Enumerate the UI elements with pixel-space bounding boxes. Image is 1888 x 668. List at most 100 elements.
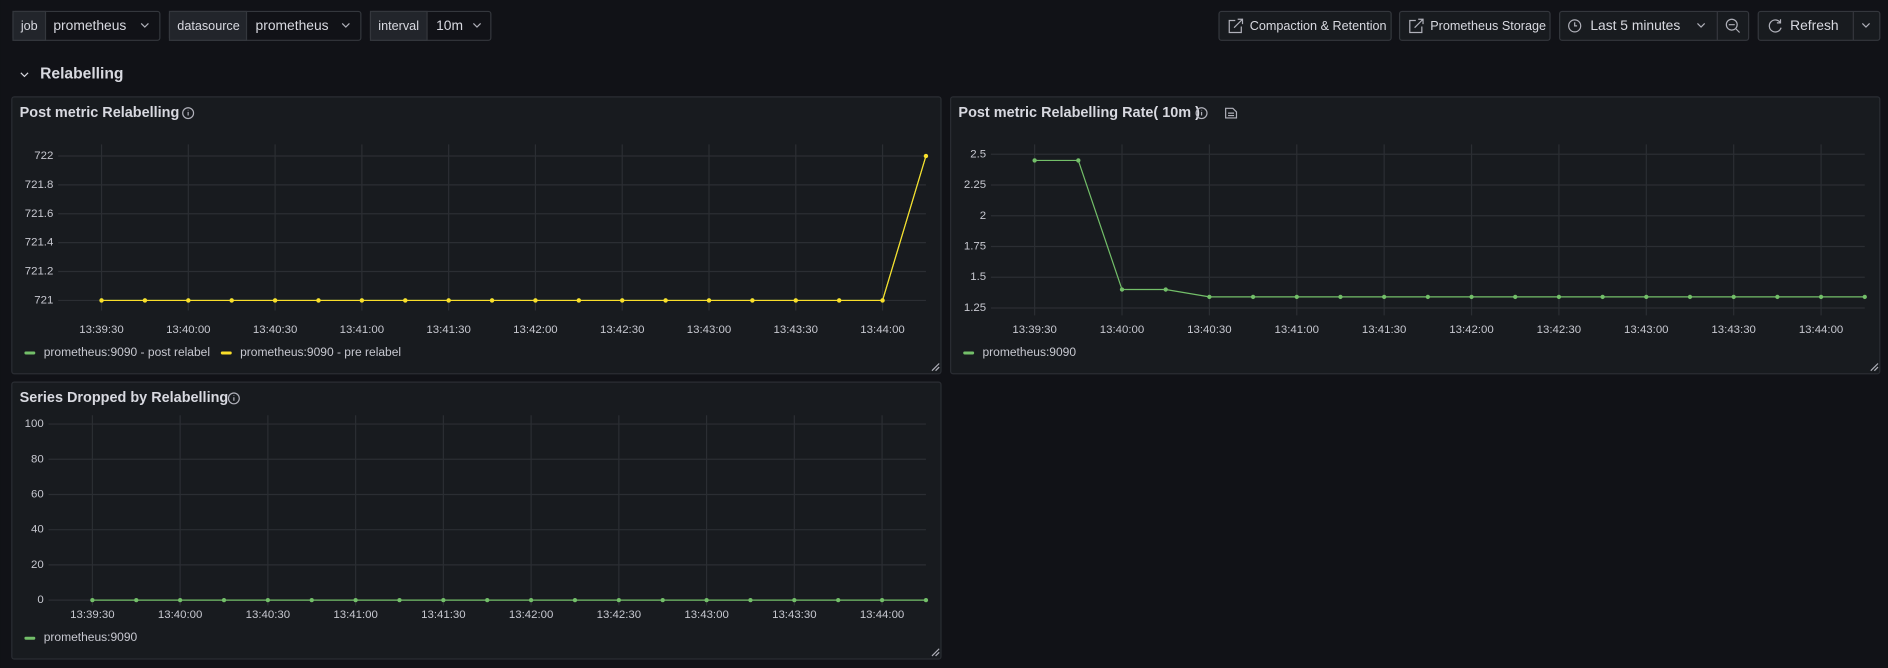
y-tick-label: 721 <box>34 294 53 306</box>
data-point <box>265 597 271 603</box>
time-picker[interactable]: Last 5 minutes <box>1559 10 1750 41</box>
data-point <box>923 597 929 603</box>
data-point <box>1818 294 1824 300</box>
x-tick-label: 13:39:30 <box>70 609 114 621</box>
x-tick-label: 13:41:00 <box>333 609 377 621</box>
data-point <box>836 298 842 303</box>
variable-label: job <box>20 19 38 33</box>
data-point <box>660 597 665 603</box>
data-point <box>1032 158 1037 163</box>
refresh-button[interactable]: Refresh <box>1757 10 1881 41</box>
legend-label: prometheus:9090 - post relabel <box>44 345 210 359</box>
x-tick-label: 13:41:30 <box>1362 324 1406 336</box>
data-point <box>90 597 95 603</box>
data-point <box>359 298 365 303</box>
data-point <box>1294 294 1299 300</box>
data-point <box>142 298 148 303</box>
x-tick-label: 13:41:00 <box>1275 324 1319 336</box>
y-tick-label: 722 <box>34 150 53 162</box>
y-tick-label: 721.2 <box>25 266 54 278</box>
data-point <box>403 298 408 303</box>
x-tick-label: 13:40:00 <box>166 324 210 336</box>
data-point <box>1556 294 1562 300</box>
y-tick-label: 80 <box>31 453 44 465</box>
x-tick-label: 13:39:30 <box>1012 324 1056 336</box>
data-point <box>793 298 798 303</box>
data-point <box>1731 294 1736 300</box>
x-tick-label: 13:43:00 <box>687 324 731 336</box>
data-point <box>663 298 668 303</box>
data-point <box>879 597 885 603</box>
y-tick-label: 721.8 <box>25 179 54 191</box>
y-tick-label: 2.25 <box>964 179 986 191</box>
data-point <box>221 597 227 603</box>
data-point <box>353 597 358 603</box>
refresh-label: Refresh <box>1790 17 1838 33</box>
legend-label: prometheus:9090 <box>983 345 1077 359</box>
variable-label: interval <box>378 19 419 33</box>
x-tick-label: 13:44:00 <box>860 609 904 621</box>
x-tick-label: 13:42:00 <box>509 609 553 621</box>
link-button[interactable]: Compaction & Retention <box>1218 10 1392 41</box>
data-point <box>1381 294 1387 300</box>
data-point <box>616 597 622 603</box>
legend-label: prometheus:9090 - pre relabel <box>240 345 401 359</box>
variable-value: 10m <box>436 17 463 33</box>
data-point <box>533 298 538 303</box>
x-tick-label: 13:41:30 <box>421 609 465 621</box>
row-title: Relabelling <box>40 66 123 83</box>
data-point <box>272 298 278 303</box>
variable-interval[interactable]: interval 10m <box>369 10 492 41</box>
x-tick-label: 13:41:00 <box>340 324 384 336</box>
series-line <box>1034 159 1865 298</box>
x-tick-label: 13:42:00 <box>1449 324 1493 336</box>
variable-datasource[interactable]: datasource prometheus <box>168 10 362 41</box>
data-point <box>397 597 402 603</box>
row-header[interactable]: Relabelling <box>20 66 124 83</box>
x-tick-label: 13:42:00 <box>513 324 557 336</box>
x-tick-label: 13:43:30 <box>774 324 818 336</box>
data-point <box>836 597 841 603</box>
link-button[interactable]: Prometheus Storage <box>1398 10 1551 41</box>
data-point <box>748 597 753 603</box>
data-point <box>750 298 755 303</box>
data-point <box>485 597 490 603</box>
legend-swatch <box>220 351 232 355</box>
data-point <box>528 597 534 603</box>
x-tick-label: 13:43:30 <box>1711 324 1755 336</box>
data-point <box>309 597 314 603</box>
panel-title: Post metric Relabelling <box>20 105 180 121</box>
panel-title: Series Dropped by Relabelling <box>20 390 229 406</box>
data-point <box>441 597 446 603</box>
data-point <box>576 298 581 303</box>
y-tick-label: 721.6 <box>25 208 54 220</box>
series-line <box>101 155 927 302</box>
data-point <box>704 597 709 603</box>
y-tick-label: 1.5 <box>970 271 986 283</box>
y-tick-label: 2 <box>980 210 986 222</box>
data-point <box>1338 294 1343 300</box>
y-tick-label: 1.75 <box>964 241 986 253</box>
x-tick-label: 13:42:30 <box>597 609 641 621</box>
data-point <box>572 597 578 603</box>
variable-value: prometheus <box>53 17 126 33</box>
data-point <box>1250 294 1256 300</box>
data-point <box>1862 294 1867 300</box>
data-point <box>880 298 885 303</box>
data-point <box>1163 287 1168 292</box>
x-tick-label: 13:44:00 <box>860 324 904 336</box>
data-point <box>99 298 104 303</box>
y-tick-label: 2.5 <box>970 148 986 160</box>
x-tick-label: 13:43:30 <box>772 609 816 621</box>
data-point <box>1076 158 1081 163</box>
legend-swatch <box>24 351 36 355</box>
x-tick-label: 13:43:00 <box>684 609 728 621</box>
variable-job[interactable]: job prometheus <box>12 10 161 41</box>
y-tick-label: 721.4 <box>25 237 54 249</box>
data-point <box>923 153 929 159</box>
data-point <box>1469 294 1474 300</box>
y-tick-label: 20 <box>31 559 44 571</box>
data-point <box>177 597 183 603</box>
link-label: Compaction & Retention <box>1250 19 1387 33</box>
